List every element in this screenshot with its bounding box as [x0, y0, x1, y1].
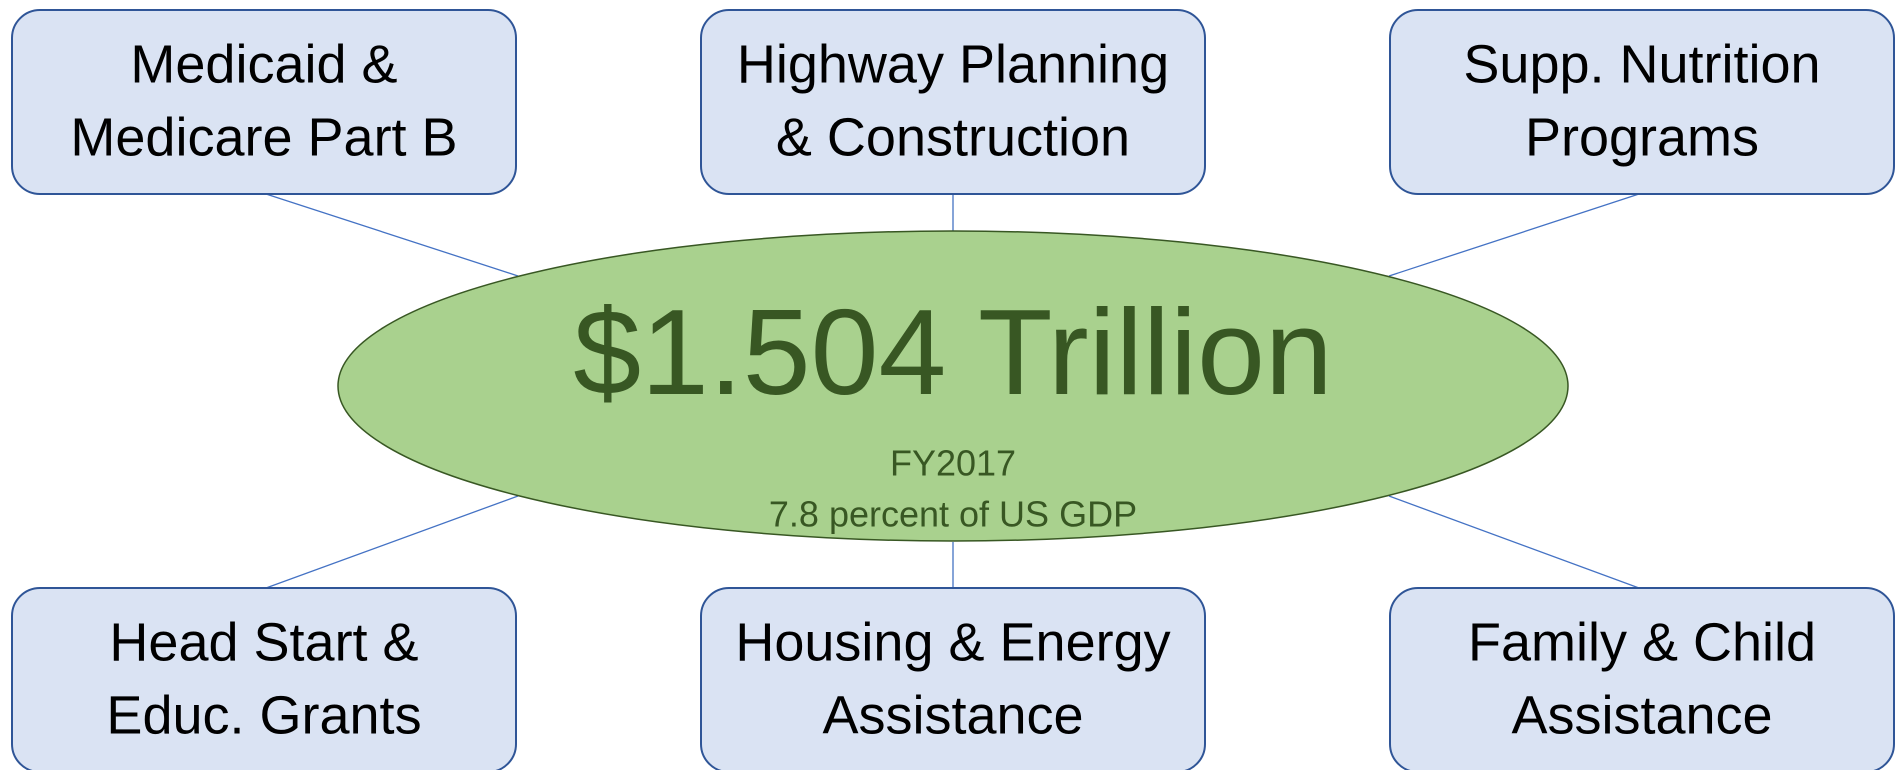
program-label: Assistance — [1511, 685, 1772, 745]
connector — [1388, 495, 1640, 589]
program-label: Head Start & — [109, 612, 418, 672]
total-amount: $1.504 Trillion — [573, 284, 1333, 420]
program-box — [11, 587, 517, 770]
program-label: Assistance — [822, 685, 1083, 745]
program-label: Medicaid & — [130, 34, 397, 94]
connector — [1388, 193, 1640, 277]
program-box — [700, 9, 1206, 195]
program-label: Housing & Energy — [735, 612, 1170, 672]
program-node: Head Start & Educ. Grants — [11, 587, 517, 770]
program-box — [11, 9, 517, 195]
program-node: Highway Planning & Construction — [700, 9, 1206, 195]
connector — [265, 495, 519, 589]
program-label: Highway Planning — [737, 34, 1169, 94]
program-label: Programs — [1525, 107, 1759, 167]
program-label: Family & Child — [1468, 612, 1816, 672]
center-ellipse — [337, 230, 1569, 542]
program-node: Supp. Nutrition Programs — [1389, 9, 1895, 195]
program-box — [1389, 9, 1895, 195]
program-box — [1389, 587, 1895, 770]
connectors — [265, 193, 1640, 589]
program-node: Medicaid & Medicare Part B — [11, 9, 517, 195]
program-label: Supp. Nutrition — [1463, 34, 1820, 94]
program-label: Educ. Grants — [106, 685, 421, 745]
program-node: Family & Child Assistance — [1389, 587, 1895, 770]
fiscal-year: FY2017 — [890, 443, 1016, 484]
gdp-share: 7.8 percent of US GDP — [769, 494, 1137, 535]
nodes: Medicaid & Medicare Part B Highway Plannin… — [11, 9, 1895, 770]
program-label: & Construction — [776, 107, 1130, 167]
connector — [265, 193, 519, 277]
program-node: Housing & Energy Assistance — [700, 587, 1206, 770]
program-label: Medicare Part B — [70, 107, 457, 167]
program-box — [700, 587, 1206, 770]
